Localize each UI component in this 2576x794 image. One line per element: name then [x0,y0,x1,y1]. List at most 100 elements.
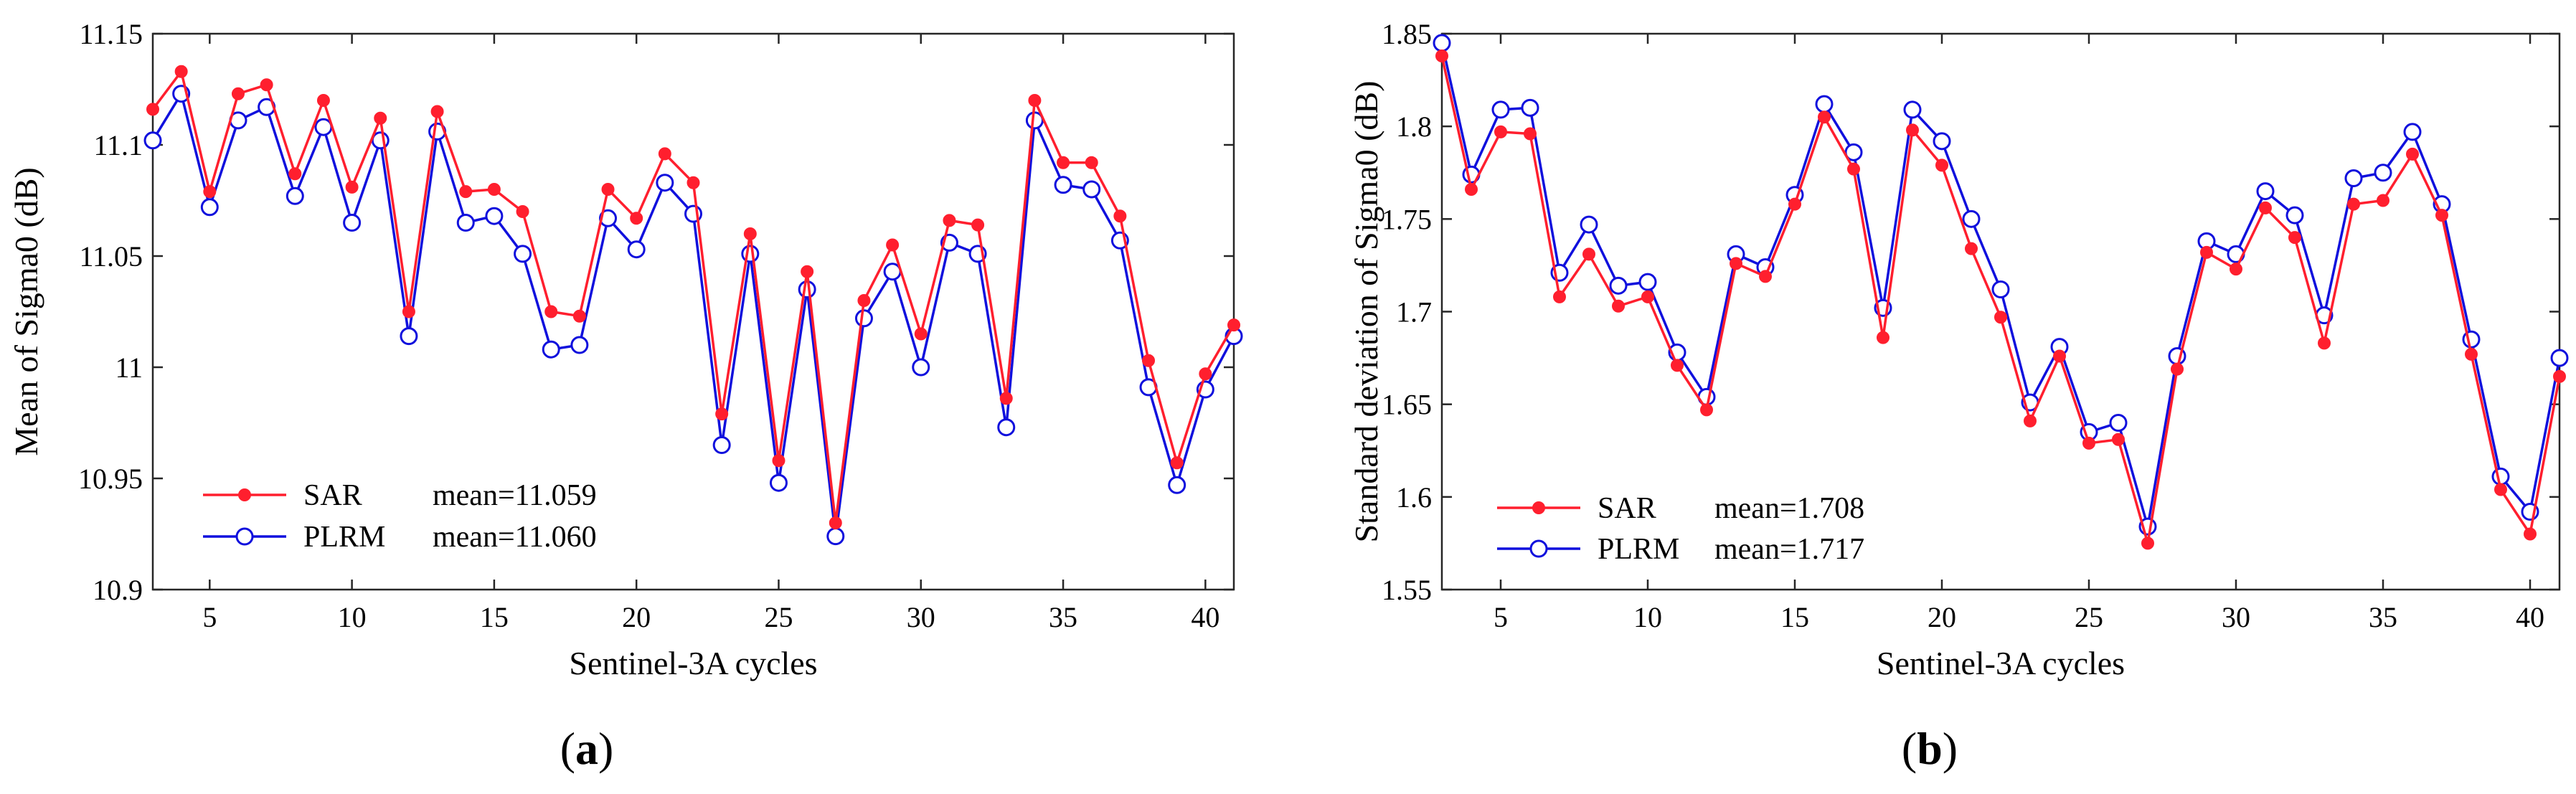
data-point-sar [174,65,188,78]
data-point-sar [1199,367,1212,381]
data-point-sar [801,265,814,278]
legend-marker-sar [1532,501,1545,514]
data-point-plrm [2491,467,2510,486]
panel-label-close-paren: ) [1943,723,1958,774]
data-point-sar [687,176,700,189]
data-point-sar [544,305,558,318]
data-point-sar [2200,245,2213,259]
data-point-sar [1085,156,1098,169]
data-point-sar [2553,369,2566,383]
data-point-sar [1028,94,1042,107]
data-point-sar [231,87,245,100]
data-point-sar [2494,483,2507,496]
legend-marker-plrm [235,527,254,546]
legend-marker-plrm [1529,539,1548,558]
data-point-plrm [912,358,930,377]
data-point-sar [2082,436,2095,450]
data-point-plrm [400,327,418,346]
data-point-plrm [1815,95,1834,113]
data-point-plrm [314,118,333,136]
x-tick-label: 30 [2222,601,2250,633]
x-tick-label: 20 [622,601,651,633]
data-point-plrm [1433,34,1451,52]
x-tick-label: 35 [1049,601,1077,633]
panel-label-open-paren: ( [560,723,575,774]
data-point-sar [1582,247,1595,261]
x-tick-label: 10 [1633,601,1662,633]
data-point-sar [146,103,159,116]
data-point-sar [2318,336,2331,350]
data-point-sar [1553,290,1566,303]
x-tick-label: 25 [764,601,793,633]
x-tick-label: 40 [2516,601,2544,633]
data-point-plrm [712,436,731,454]
data-point-sar [1906,123,1919,137]
data-point-sar [516,205,529,218]
legend-label-plrm: PLRM [1598,533,1679,566]
data-point-sar [999,392,1013,405]
data-point-sar [1847,162,1860,176]
data-point-plrm [514,245,532,263]
data-point-sar [402,305,415,318]
legend-marker-sar [238,488,251,501]
y-tick-label: 1.65 [1382,389,1432,421]
data-point-sar [1170,456,1184,470]
data-point-plrm [2403,123,2422,141]
x-tick-label: 15 [1780,601,1809,633]
data-point-sar [572,309,586,323]
data-point-plrm [2550,349,2569,367]
data-point-sar [2171,362,2184,376]
data-point-plrm [200,198,219,217]
data-point-sar [1818,110,1831,124]
data-point-sar [857,294,871,307]
data-point-sar [1465,183,1478,196]
x-tick-label: 35 [2369,601,2397,633]
data-point-sar [1994,311,2007,324]
data-point-plrm [1638,273,1657,291]
data-point-sar [2406,147,2419,161]
y-tick-label: 10.9 [93,574,143,606]
y-tick-label: 11 [115,351,143,384]
data-point-plrm [2344,169,2363,187]
data-point-plrm [769,473,788,492]
data-point-sar [1788,197,1801,211]
data-point-sar [1612,299,1625,313]
data-point-sar [772,454,785,468]
data-point-sar [1057,156,1070,169]
panel-label-close-paren: ) [598,723,613,774]
legend-label-plrm: PLRM [303,521,385,554]
x-tick-label: 30 [907,601,935,633]
legend-label-sar: SAR [303,479,362,512]
data-point-plrm [456,214,475,232]
data-point-sar [1142,354,1156,367]
x-tick-label: 25 [2075,601,2103,633]
data-point-sar [1935,159,1948,172]
data-point-sar [2288,231,2301,245]
x-tick-label: 5 [202,601,217,633]
data-point-plrm [1609,276,1628,295]
y-tick-label: 11.05 [79,240,143,273]
data-point-sar [1494,125,1507,138]
x-tick-label: 20 [1928,601,1956,633]
data-point-plrm [1054,176,1072,194]
axes-box [151,32,1235,591]
data-point-plrm [599,209,618,227]
data-point-sar [1730,257,1742,270]
data-point-sar [374,111,387,125]
data-point-plrm [286,186,304,205]
panel-label-open-paren: ( [1902,723,1917,774]
y-tick-label: 10.95 [78,463,143,495]
data-point-sar [430,105,444,118]
data-point-plrm [741,245,760,263]
data-point-sar [2259,201,2272,214]
legend-mean-plrm: mean=1.717 [1714,533,1864,566]
data-point-sar [316,94,330,107]
panel-b-chart: 5 10 15 20 25 30 35 40 1.55 1.6 1.65 1.7 1.75 1.8 1.85… [1348,18,2569,774]
x-tick-label: 10 [338,601,367,633]
data-point-plrm [1933,132,1951,151]
data-point-plrm [627,240,646,259]
data-point-plrm [997,418,1016,437]
data-point-sar [1671,359,1684,372]
data-point-plrm [343,214,362,232]
data-point-sar [260,78,273,92]
